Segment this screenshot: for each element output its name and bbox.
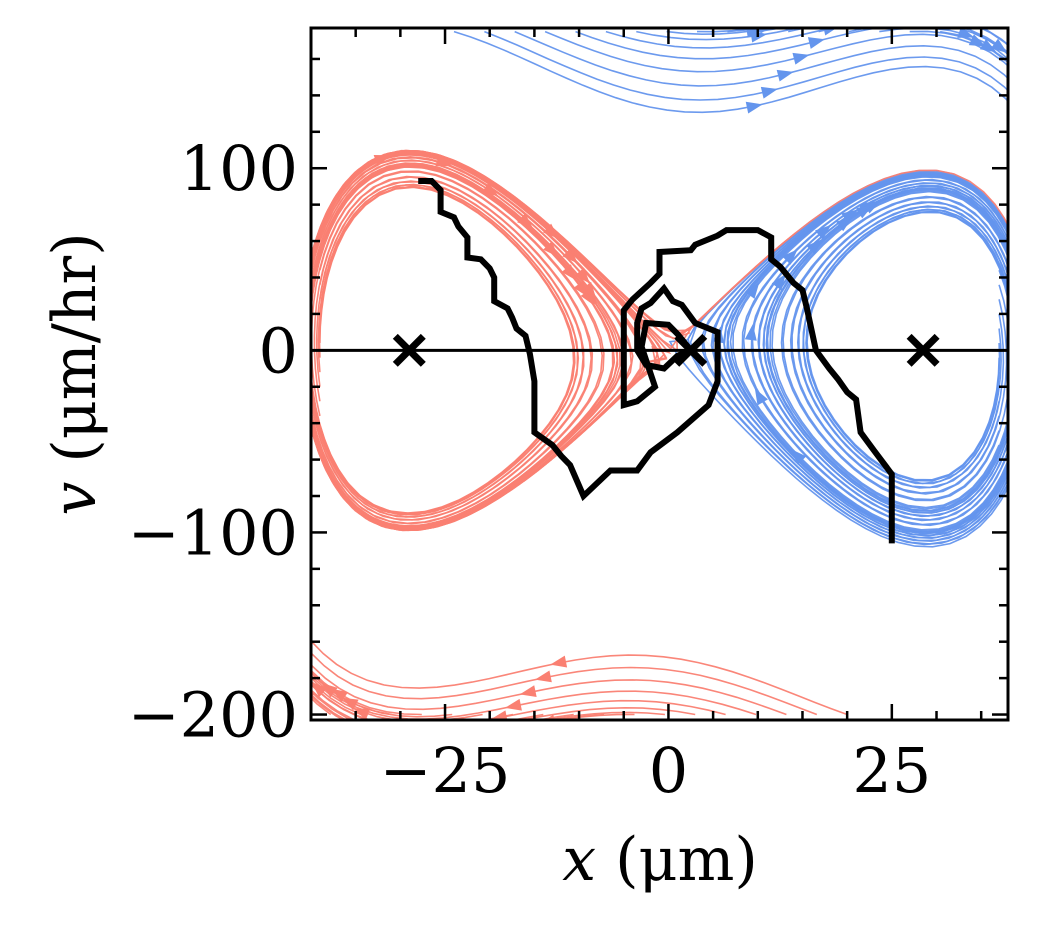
separatrix-line (418, 178, 895, 544)
streamline-50 (311, 150, 1008, 531)
streamline-3 (544, 30, 1008, 73)
streamline-2 (514, 30, 1008, 87)
streamline-arrow-49 (311, 681, 328, 698)
streamline-38 (311, 694, 665, 720)
streamline-33 (311, 651, 818, 716)
streamline-29 (710, 171, 1008, 540)
streamline-26 (726, 174, 1008, 534)
streamline-arrow-18 (990, 38, 1008, 53)
streamline-0 (453, 30, 1008, 114)
y-tick-label: 100 (180, 132, 298, 205)
streamline-arrow-4 (792, 52, 810, 65)
streamline-arrow-35 (519, 685, 537, 698)
x-axis-var: x (562, 825, 596, 895)
y-tick-label: −200 (128, 679, 298, 752)
streamline-53 (311, 151, 781, 530)
x-tick-label: −25 (380, 734, 511, 807)
streamline-14 (879, 28, 1008, 60)
streamline-arrow-31 (754, 388, 768, 406)
fixed-point-0 (392, 333, 426, 367)
streamline-arrow-17 (979, 38, 997, 53)
streamline-47 (311, 671, 392, 716)
streamline-27 (722, 173, 1008, 535)
streamline-49 (311, 696, 332, 716)
streamline-41 (311, 693, 574, 720)
streamline-arrow-48 (321, 682, 338, 698)
y-axis-var: v (40, 482, 110, 516)
streamline-arrow-10 (788, 28, 806, 29)
streamline-32 (311, 639, 848, 716)
fixed-points (392, 333, 940, 367)
streamline-arrow-64 (373, 154, 391, 167)
fixed-point-1 (674, 333, 708, 367)
streamline-arrow-1 (745, 101, 763, 114)
plot-frame (309, 26, 1010, 722)
streamline-arrow-45 (353, 708, 371, 720)
y-tick-label: −100 (128, 496, 298, 569)
streamline-arrow-41 (508, 719, 526, 720)
streamline-arrow-28 (806, 239, 823, 255)
streamline-arrow-13 (932, 9, 949, 23)
streamline-8 (696, 28, 762, 33)
y-axis-label: v (μm/hr) (40, 232, 110, 515)
streamline-9 (727, 28, 766, 33)
streamline-arrow-36 (505, 698, 522, 711)
streamline-arrow-59 (561, 264, 577, 281)
y-axis-unit: (μm/hr) (40, 232, 110, 481)
x-tick-label: 0 (649, 734, 688, 807)
streamline-16 (939, 30, 1008, 63)
streamline-arrow-29 (771, 273, 786, 291)
streamline-57 (311, 153, 659, 527)
streamline-arrow-5 (807, 37, 825, 49)
streamline-arrow-51 (297, 286, 311, 303)
streamline-arrow-32 (790, 449, 807, 465)
streamline-42 (311, 688, 544, 720)
streamline-1 (484, 30, 1008, 101)
x-tick-label: 25 (852, 734, 931, 807)
streamline-arrow-23 (841, 209, 858, 224)
streamline-40 (550, 713, 605, 720)
fixed-point-2 (906, 333, 940, 367)
streamline-37 (311, 690, 696, 720)
x-axis-unit: (μm) (596, 825, 758, 895)
streamline-arrow-61 (517, 213, 534, 229)
streamline-arrow-6 (822, 28, 840, 36)
streamline-arrow-2 (760, 86, 778, 99)
streamline-arrow-3 (776, 69, 794, 82)
y-tick-label: 0 (259, 314, 298, 387)
streamline-arrow-34 (534, 670, 552, 683)
streamline-arrow-12 (831, 13, 849, 28)
streamline-28 (718, 172, 1008, 537)
streamline-arrow-30 (744, 324, 757, 341)
streamline-30 (701, 178, 1008, 543)
streamlines (297, 9, 1008, 720)
streamline-arrow-33 (550, 655, 568, 668)
streamline-46 (311, 669, 422, 716)
streamline-63 (311, 149, 672, 532)
streamline-arrow-60 (543, 241, 559, 258)
x-axis-label: x (μm) (562, 825, 758, 895)
streamline-12 (818, 28, 1008, 47)
axis-ticks (309, 28, 1008, 720)
streamline-31 (687, 175, 1008, 546)
axis-tick-labels: −25 0 25 −200 −100 0 100 (128, 132, 932, 807)
streamline-39 (554, 713, 635, 720)
streamline-62 (311, 149, 647, 532)
